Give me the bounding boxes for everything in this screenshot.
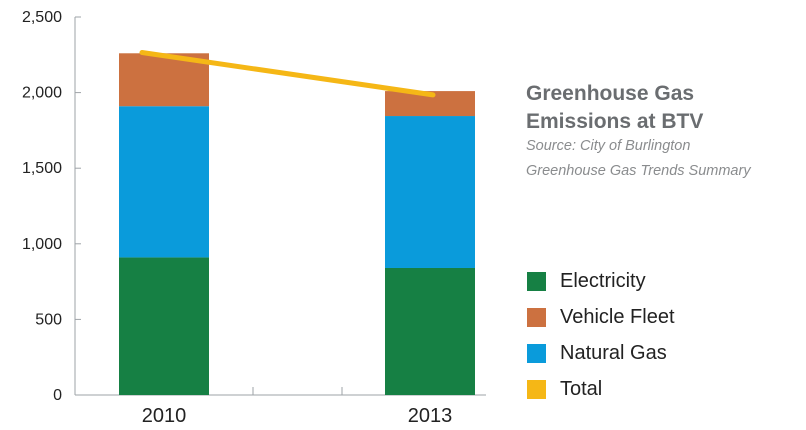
total-line [139,50,436,98]
x-tick-label-2013: 2013 [408,405,453,427]
legend-swatch-total [527,379,546,399]
legend: Electricity Vehicle Fleet Natural Gas To… [527,263,675,407]
chart-source: Source: City of Burlington Greenhouse Ga… [526,134,806,184]
legend-swatch-natural-gas [527,343,546,363]
y-tick-label: 0 [53,387,62,404]
y-tick-label: 2,500 [22,9,62,26]
y-tick-label: 1,500 [22,160,62,177]
legend-item-vehicle-fleet: Vehicle Fleet [527,299,675,335]
y-tick-label: 2,000 [22,85,62,102]
legend-item-natural-gas: Natural Gas [527,335,675,371]
legend-item-total: Total [527,371,675,407]
bar-natural-gas-2013 [385,116,475,268]
legend-item-electricity: Electricity [527,263,675,299]
legend-label-natural-gas: Natural Gas [560,341,667,364]
legend-label-vehicle-fleet: Vehicle Fleet [560,305,675,328]
bar-natural-gas-2010 [119,106,209,258]
legend-label-total: Total [560,377,603,400]
bar-electricity-2013 [385,267,475,395]
legend-swatch-electricity [527,271,546,291]
chart-title-line-2: Emissions at BTV [526,110,704,133]
bar-electricity-2010 [119,257,209,395]
chart-title-line-1: Greenhouse Gas [526,82,695,105]
chart-source-line-1: Source: City of Burlington [526,138,691,154]
chart-title: Greenhouse Gas Emissions at BTV [526,80,796,136]
chart-source-line-2: Greenhouse Gas Trends Summary [526,163,751,179]
x-tick-label-2010: 2010 [142,405,187,427]
y-tick-label: 500 [35,311,62,328]
y-tick-label: 1,000 [22,236,62,253]
legend-swatch-vehicle-fleet [527,307,546,327]
legend-label-electricity: Electricity [560,269,646,292]
